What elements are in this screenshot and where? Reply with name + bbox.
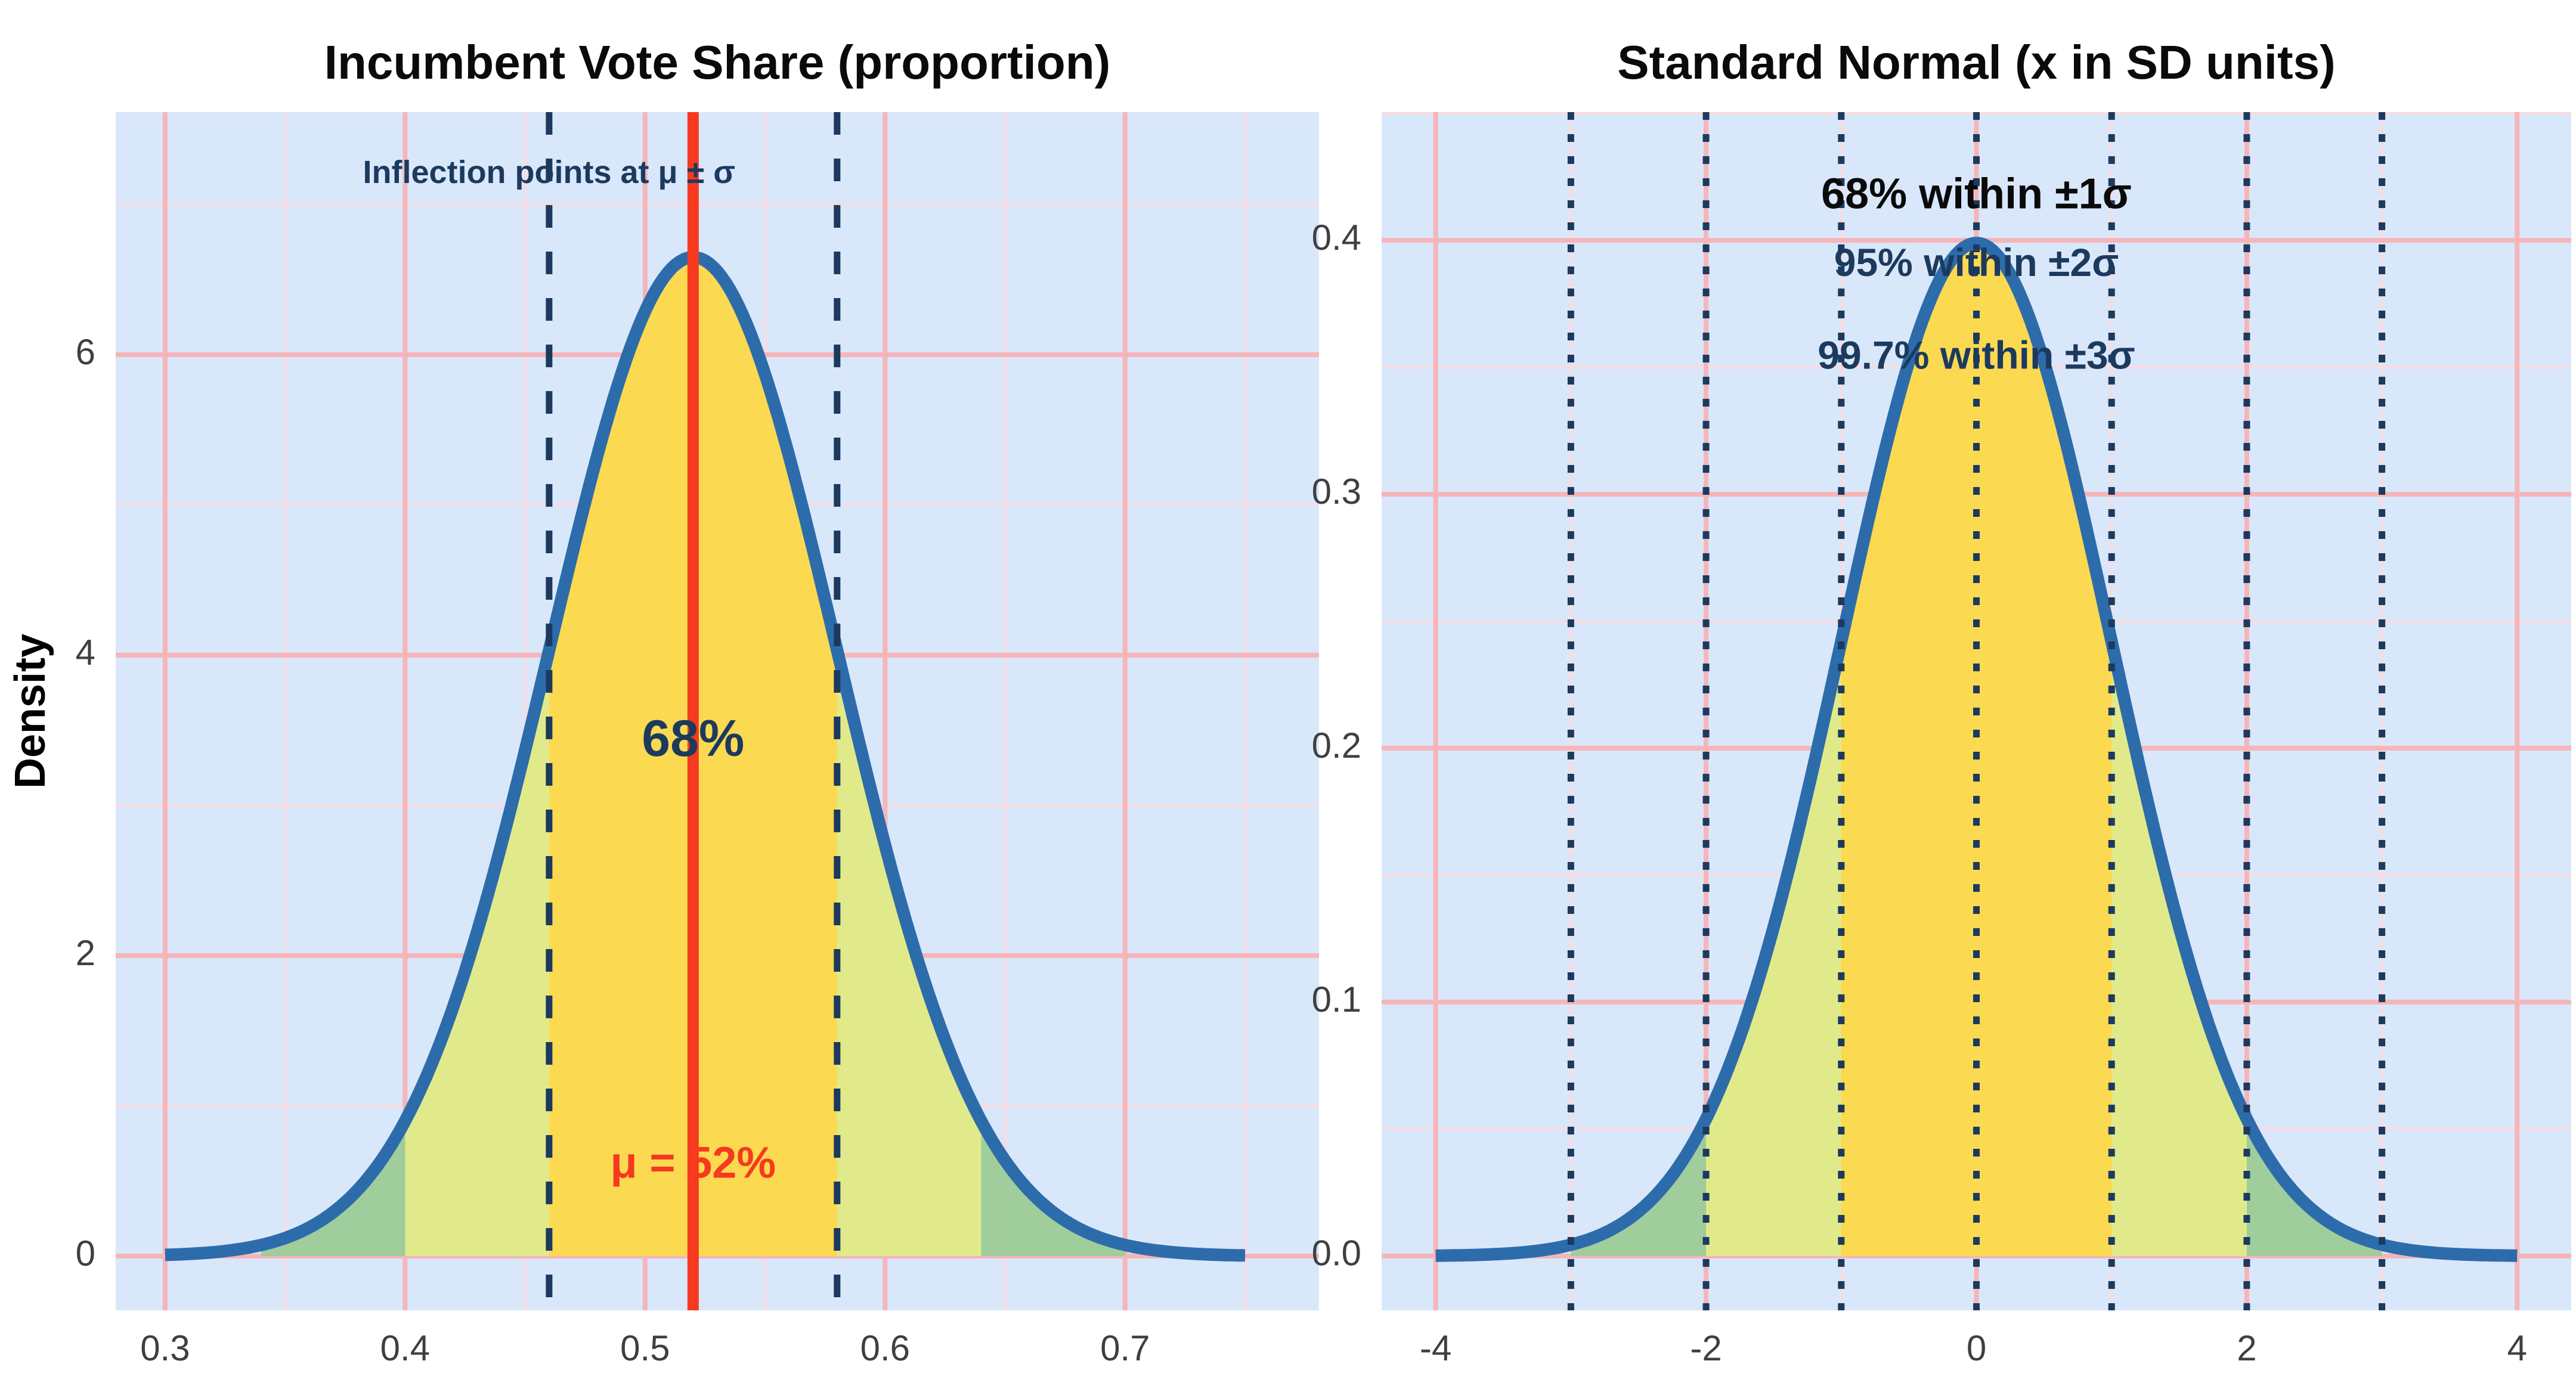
annotation: 95% within ±2σ bbox=[1834, 240, 2119, 284]
y-axis-label: Density bbox=[7, 634, 54, 789]
y-tick-label: 0.3 bbox=[1312, 472, 1361, 512]
panel-title: Standard Normal (x in SD units) bbox=[1617, 36, 2336, 89]
x-tick-label: 0 bbox=[1967, 1328, 1986, 1368]
y-tick-label: 2 bbox=[76, 933, 95, 973]
annotation: 99.7% within ±3σ bbox=[1818, 333, 2135, 377]
x-tick-label: 0.7 bbox=[1100, 1328, 1150, 1368]
y-tick-label: 0.1 bbox=[1312, 979, 1361, 1019]
x-tick-label: 2 bbox=[2237, 1328, 2256, 1368]
x-tick-label: 0.3 bbox=[140, 1328, 190, 1368]
x-tick-label: -4 bbox=[1420, 1328, 1451, 1368]
annotation: μ = 52% bbox=[610, 1137, 776, 1187]
density-curve bbox=[1433, 237, 2519, 1262]
annotation: 68% bbox=[642, 710, 744, 767]
panel-title: Incumbent Vote Share (proportion) bbox=[324, 36, 1111, 89]
x-tick-label: 0.4 bbox=[380, 1328, 430, 1368]
y-tick-label: 0.0 bbox=[1312, 1233, 1361, 1273]
x-tick-label: 0.5 bbox=[620, 1328, 670, 1368]
x-tick-label: -2 bbox=[1690, 1328, 1722, 1368]
y-tick-label: 6 bbox=[76, 332, 95, 372]
annotation: Inflection points at μ ± σ bbox=[363, 154, 736, 190]
x-tick-label: 0.6 bbox=[860, 1328, 910, 1368]
y-tick-label: 0.2 bbox=[1312, 726, 1361, 765]
density-curve bbox=[163, 250, 1247, 1262]
y-tick-label: 0.4 bbox=[1312, 218, 1361, 258]
panel-standard-normal: 68% within ±1σ 95% within ±2σ 99.7% within… bbox=[1312, 36, 2571, 1368]
x-tick-label: 4 bbox=[2507, 1328, 2527, 1368]
panel-vote-share: Inflection points at μ ± σ 68% μ = 52% Incu… bbox=[7, 36, 1319, 1368]
y-tick-label: 4 bbox=[76, 633, 95, 672]
sigma-band-1 bbox=[1841, 243, 2112, 1256]
annotation: 68% within ±1σ bbox=[1821, 170, 2132, 218]
y-tick-label: 0 bbox=[76, 1233, 95, 1273]
